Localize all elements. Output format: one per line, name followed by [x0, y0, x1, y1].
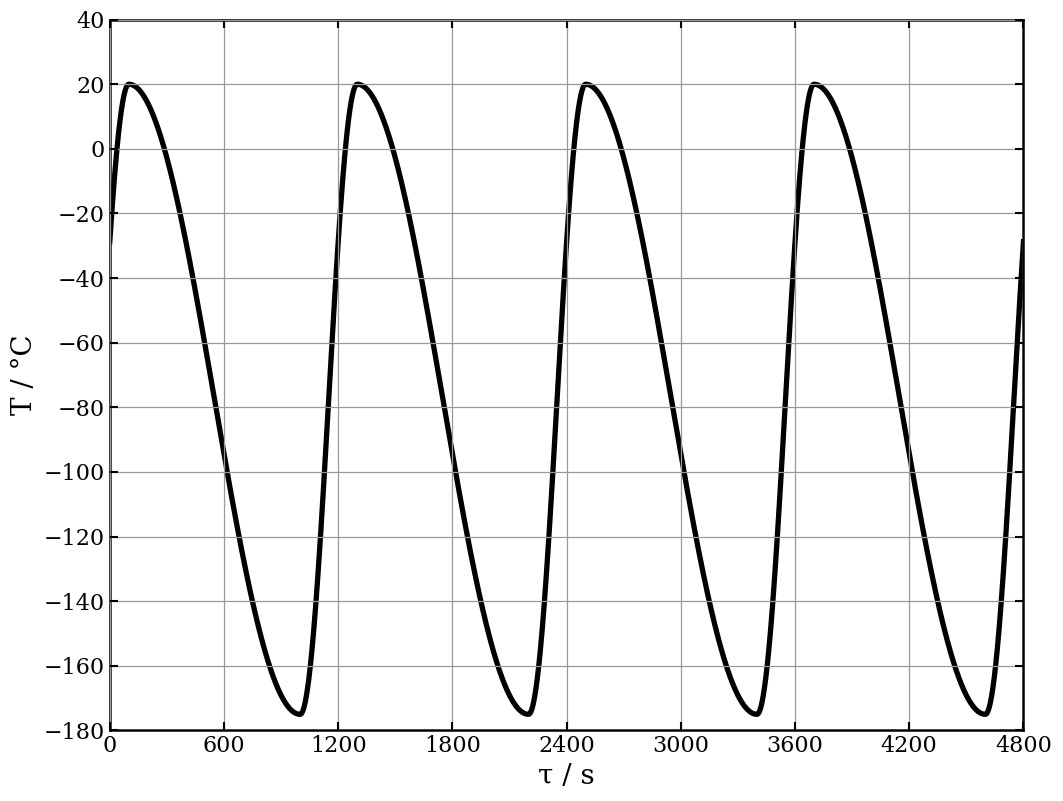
X-axis label: τ / s: τ / s: [538, 763, 595, 790]
Y-axis label: T / °C: T / °C: [11, 335, 38, 416]
